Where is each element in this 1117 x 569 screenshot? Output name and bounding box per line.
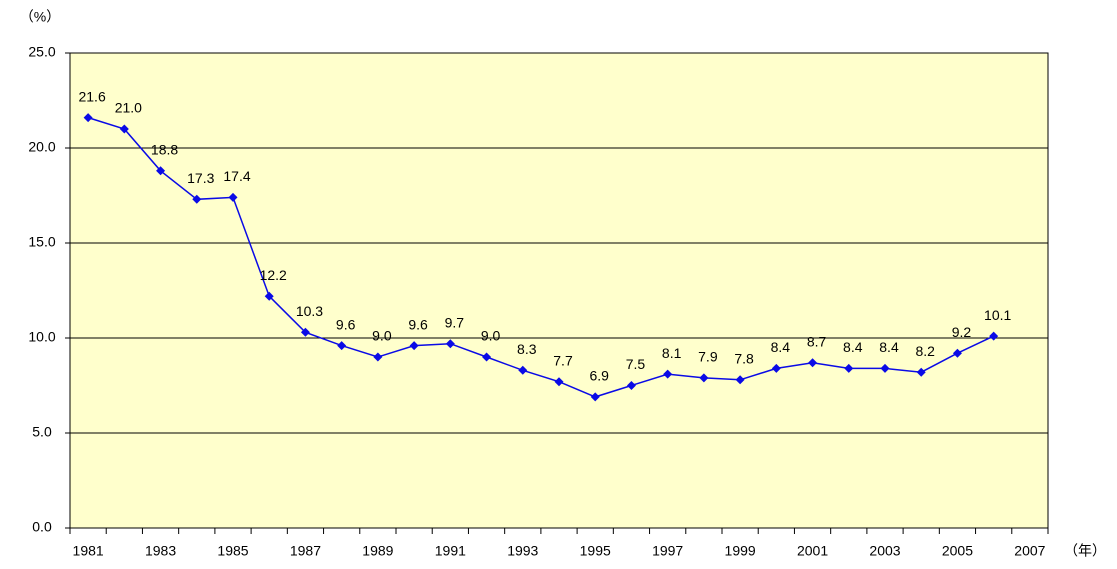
marker [989,331,999,341]
data-label: 8.4 [879,339,899,355]
x-tick-label: 2005 [942,543,973,559]
marker [83,113,93,123]
marker [409,341,419,351]
marker [626,381,636,390]
data-label: 8.4 [771,339,791,355]
x-tick-label: 1983 [145,543,176,559]
marker [663,369,673,379]
y-tick-label: 5.0 [32,424,52,440]
marker [337,341,347,351]
y-tick-label: 10.0 [28,329,55,345]
data-label: 9.2 [952,324,972,340]
x-tick-label: 1981 [73,543,104,559]
data-label: 9.6 [336,316,356,332]
marker [373,352,383,362]
marker [952,348,962,358]
data-label: 10.1 [984,307,1011,323]
data-label: 21.0 [115,100,142,116]
marker [482,352,492,362]
marker [808,358,818,368]
data-label: 8.4 [843,339,863,355]
marker [735,375,745,385]
marker [192,194,202,204]
data-label: 18.8 [151,142,178,158]
marker [445,339,455,349]
data-label: 21.6 [78,88,105,104]
y-axis-label: （%） [20,9,60,25]
x-tick-label: 1989 [362,543,393,559]
marker [156,166,166,176]
x-tick-label: 1999 [725,543,756,559]
marker [300,327,310,337]
data-label: 8.3 [517,341,537,357]
data-label: 17.4 [223,168,250,184]
x-tick-label: 1991 [435,543,466,559]
data-label: 9.0 [481,328,501,344]
x-tick-label: 2003 [869,543,900,559]
x-tick-label: 1985 [217,543,248,559]
marker [590,392,600,402]
data-label: 12.2 [260,267,287,283]
data-label: 8.7 [807,333,827,349]
y-tick-label: 20.0 [28,139,55,155]
data-label: 10.3 [296,303,323,319]
marker [518,365,528,375]
y-tick-label: 25.0 [28,44,55,60]
x-tick-label: 1987 [290,543,321,559]
x-axis-label: （年） [1064,543,1106,559]
data-label: 9.7 [445,314,465,330]
x-tick-label: 1995 [580,543,611,559]
marker [771,363,781,373]
marker [699,373,709,383]
marker [880,363,890,373]
data-label: 7.8 [734,351,754,367]
marker [554,377,564,387]
x-tick-label: 1993 [507,543,538,559]
marker [916,367,926,377]
marker [264,291,274,301]
plot-area [69,52,1049,529]
x-tick-label: 2007 [1014,543,1045,559]
data-label: 7.9 [698,349,718,365]
data-label: 7.7 [553,352,573,368]
data-label: 8.2 [915,343,935,359]
marker [228,192,238,202]
data-label: 9.0 [372,328,392,344]
data-label: 6.9 [589,368,609,384]
y-tick-label: 15.0 [28,234,55,250]
marker [844,363,854,373]
data-label: 7.5 [626,356,646,372]
marker [119,124,129,134]
data-label: 17.3 [187,170,214,186]
data-label: 8.1 [662,345,682,361]
x-tick-label: 1997 [652,543,683,559]
line [87,116,994,398]
data-label: 9.6 [408,316,428,332]
x-tick-label: 2001 [797,543,828,559]
y-tick-label: 0.0 [32,519,52,535]
